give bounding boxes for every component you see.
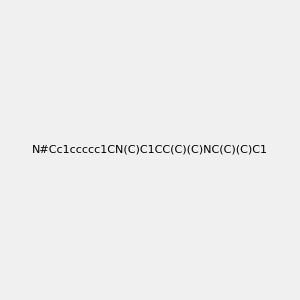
Text: N#Cc1ccccc1CN(C)C1CC(C)(C)NC(C)(C)C1: N#Cc1ccccc1CN(C)C1CC(C)(C)NC(C)(C)C1 xyxy=(32,145,268,155)
